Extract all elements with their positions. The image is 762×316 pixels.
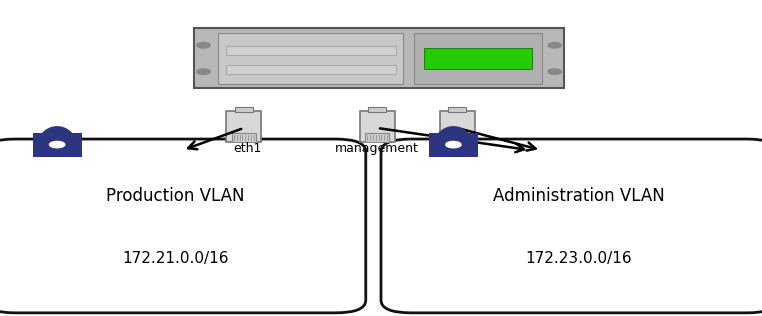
FancyBboxPatch shape xyxy=(194,28,564,88)
Text: eth0: eth0 xyxy=(447,142,475,155)
FancyBboxPatch shape xyxy=(368,107,386,112)
FancyBboxPatch shape xyxy=(415,33,542,84)
FancyBboxPatch shape xyxy=(445,133,469,142)
FancyBboxPatch shape xyxy=(219,33,403,84)
Circle shape xyxy=(446,142,461,148)
FancyBboxPatch shape xyxy=(424,48,532,69)
Circle shape xyxy=(197,42,210,48)
Text: Production VLAN: Production VLAN xyxy=(106,187,245,205)
FancyBboxPatch shape xyxy=(429,133,478,157)
Text: Administration VLAN: Administration VLAN xyxy=(493,187,665,205)
FancyBboxPatch shape xyxy=(0,139,366,313)
FancyBboxPatch shape xyxy=(365,133,389,142)
FancyBboxPatch shape xyxy=(448,107,466,112)
FancyBboxPatch shape xyxy=(360,111,395,142)
FancyBboxPatch shape xyxy=(226,46,395,55)
Text: management: management xyxy=(335,142,419,155)
Text: 172.21.0.0/16: 172.21.0.0/16 xyxy=(122,251,229,266)
FancyBboxPatch shape xyxy=(226,111,261,142)
FancyBboxPatch shape xyxy=(232,133,256,142)
Circle shape xyxy=(197,69,210,75)
FancyBboxPatch shape xyxy=(33,133,82,157)
FancyBboxPatch shape xyxy=(381,139,762,313)
FancyBboxPatch shape xyxy=(440,111,475,142)
Circle shape xyxy=(50,142,65,148)
Circle shape xyxy=(548,69,562,75)
FancyBboxPatch shape xyxy=(226,65,395,74)
Circle shape xyxy=(548,42,562,48)
Text: eth1: eth1 xyxy=(233,142,262,155)
Text: 172.23.0.0/16: 172.23.0.0/16 xyxy=(526,251,632,266)
FancyBboxPatch shape xyxy=(235,107,253,112)
